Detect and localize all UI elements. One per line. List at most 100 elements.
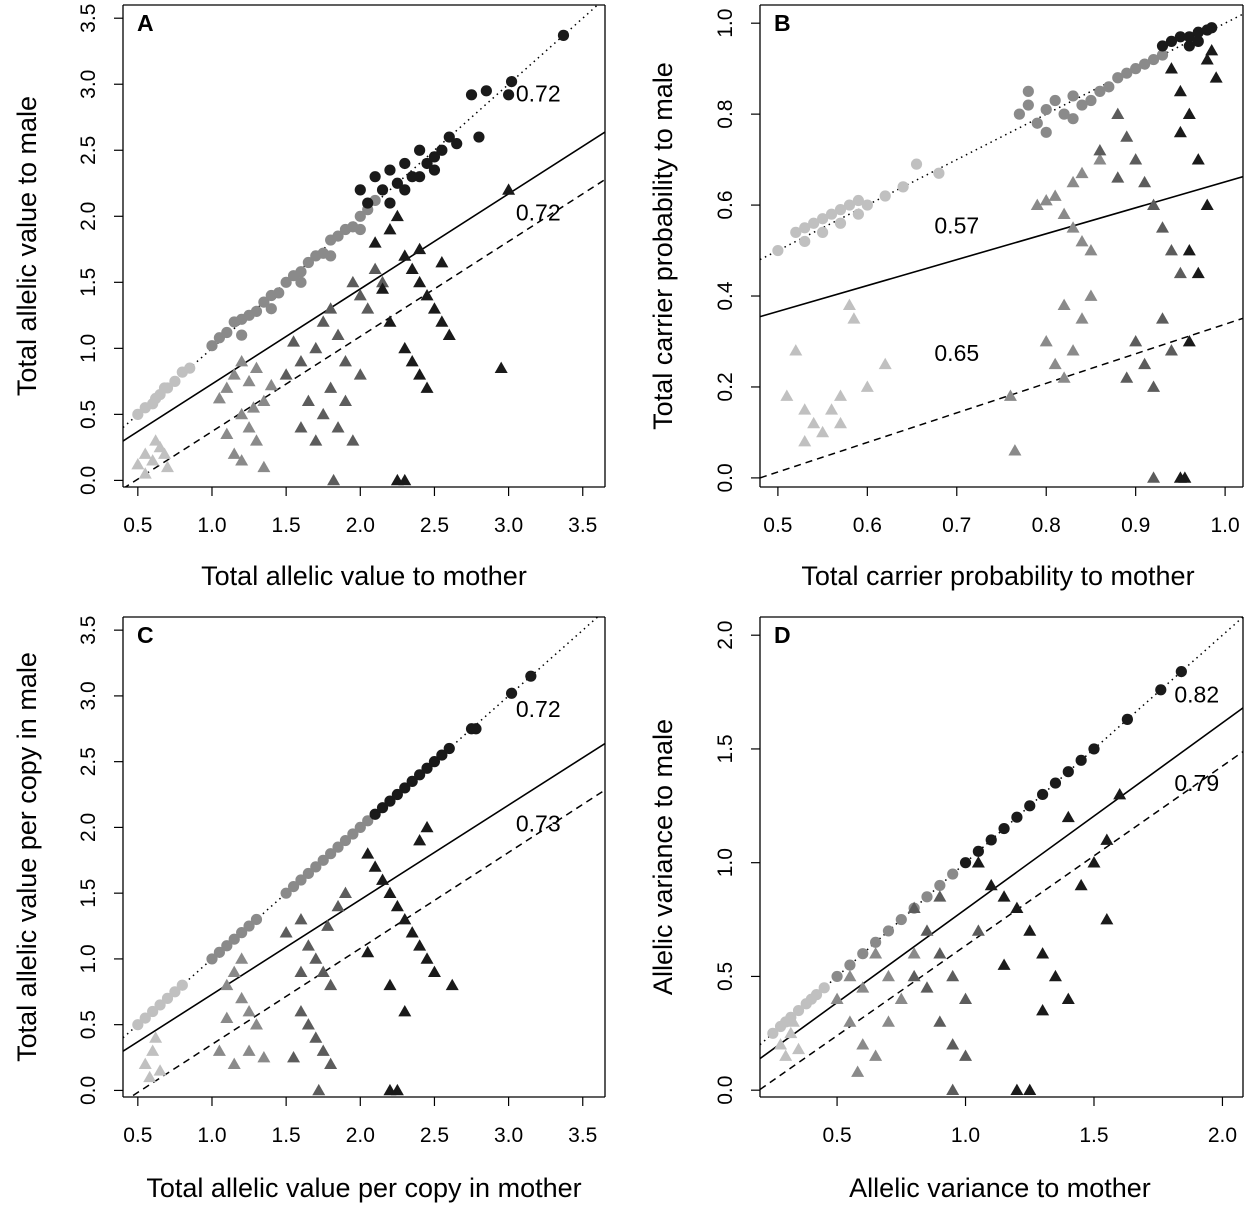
data-point-circle <box>236 329 248 341</box>
y-tick-label: 2.5 <box>77 747 100 776</box>
data-point-circle <box>265 303 277 315</box>
y-tick-label: 3.5 <box>77 4 100 33</box>
data-point-triangle <box>1066 344 1080 356</box>
data-point-triangle <box>1147 471 1161 483</box>
data-point-circle <box>399 157 411 170</box>
data-point-triangle <box>1066 175 1080 188</box>
data-point-circle <box>1049 777 1062 789</box>
data-point-circle <box>436 749 448 761</box>
regression-line-circles <box>123 131 605 442</box>
data-point-circle <box>852 208 864 220</box>
slope-label-lower: 0.65 <box>934 340 979 366</box>
regression-line-triangles <box>760 317 1243 479</box>
slope-label-lower: 0.73 <box>516 810 561 836</box>
data-point-triangle <box>427 965 441 977</box>
data-point-triangle <box>843 1015 857 1027</box>
data-point-circle <box>436 144 448 156</box>
panel-b: B Total carrier probability to mother To… <box>648 4 1244 591</box>
panel-letter: C <box>137 622 154 648</box>
slope-label-upper: 0.57 <box>934 213 979 239</box>
data-point-circle <box>258 296 270 308</box>
data-point-circle <box>1031 117 1043 129</box>
data-point-circle <box>897 181 909 193</box>
data-point-triangle <box>1100 833 1114 845</box>
data-point-triangle <box>220 1011 234 1023</box>
data-point-triangle <box>143 1070 157 1083</box>
x-tick-label: 2.0 <box>346 1124 375 1147</box>
y-axis-title: Allelic variance to male <box>648 719 678 995</box>
data-point-circle <box>947 868 959 880</box>
data-point-triangle <box>405 355 419 367</box>
data-point-circle <box>503 89 515 101</box>
data-point-circle <box>843 199 856 211</box>
data-point-triangle <box>1039 194 1053 206</box>
data-point-triangle <box>312 1083 326 1096</box>
data-point-circle <box>332 841 344 853</box>
panel-letter: B <box>774 10 791 36</box>
data-point-circle <box>421 762 433 774</box>
data-point-triangle <box>316 407 330 420</box>
y-tick-label: 0.0 <box>77 1076 100 1105</box>
data-point-triangle <box>784 1026 798 1039</box>
x-tick-label: 1.0 <box>951 1124 980 1147</box>
data-point-circle <box>362 197 374 209</box>
panel-letter: A <box>137 10 154 36</box>
data-point-circle <box>772 244 784 257</box>
data-point-triangle <box>249 361 263 374</box>
data-point-triangle <box>1111 171 1125 183</box>
data-point-circle <box>470 723 482 735</box>
data-point-triangle <box>138 447 152 459</box>
x-tick-label: 3.5 <box>568 1124 597 1147</box>
regression-line-circles <box>123 742 605 1052</box>
data-point-circle <box>505 687 518 699</box>
data-point-circle <box>1011 811 1023 823</box>
x-tick-label: 2.5 <box>420 514 449 537</box>
data-point-circle <box>910 158 923 170</box>
data-point-circle <box>302 256 314 269</box>
data-point-triangle <box>971 924 985 936</box>
data-point-circle <box>176 979 188 991</box>
data-point-triangle <box>881 969 895 982</box>
data-point-triangle <box>398 1005 412 1017</box>
data-point-triangle <box>390 1083 404 1096</box>
data-point-triangle <box>235 991 249 1004</box>
data-point-triangle <box>420 381 434 393</box>
data-point-triangle <box>383 222 397 235</box>
data-point-circle <box>280 887 292 899</box>
data-point-triangle <box>1120 371 1134 383</box>
data-point-triangle <box>264 378 278 391</box>
data-point-circle <box>879 190 891 202</box>
data-point-circle <box>161 992 174 1004</box>
data-point-triangle <box>1023 924 1037 936</box>
data-point-circle <box>428 151 441 163</box>
data-point-circle <box>354 223 366 236</box>
data-point-triangle <box>309 341 323 354</box>
data-point-triangle <box>843 969 857 982</box>
data-point-triangle <box>242 1044 256 1056</box>
data-point-triangle <box>907 947 921 959</box>
data-point-triangle <box>1039 334 1053 347</box>
x-tick-label: 0.5 <box>123 514 152 537</box>
data-point-circle <box>921 891 933 903</box>
x-tick-label: 3.5 <box>568 514 597 537</box>
data-point-circle <box>895 913 907 926</box>
x-tick-label: 2.0 <box>1208 1124 1237 1147</box>
data-point-triangle <box>502 183 516 195</box>
data-point-triangle <box>959 992 973 1005</box>
slope-label-lower: 0.72 <box>516 199 561 225</box>
data-point-triangle <box>984 878 998 891</box>
data-point-triangle <box>1061 992 1075 1005</box>
data-point-triangle <box>220 978 234 991</box>
data-point-triangle <box>834 416 847 429</box>
data-point-triangle <box>158 447 172 459</box>
data-point-triangle <box>227 965 241 977</box>
data-point-circle <box>354 821 366 834</box>
data-point-triangle <box>1156 221 1169 233</box>
data-point-circle <box>480 85 492 97</box>
data-point-triangle <box>324 1057 338 1069</box>
y-tick-label: 0.4 <box>714 281 737 311</box>
data-point-triangle <box>997 958 1011 970</box>
y-tick-label: 0.5 <box>77 1010 100 1039</box>
data-point-triangle <box>316 965 330 977</box>
data-point-circle <box>1139 58 1151 70</box>
